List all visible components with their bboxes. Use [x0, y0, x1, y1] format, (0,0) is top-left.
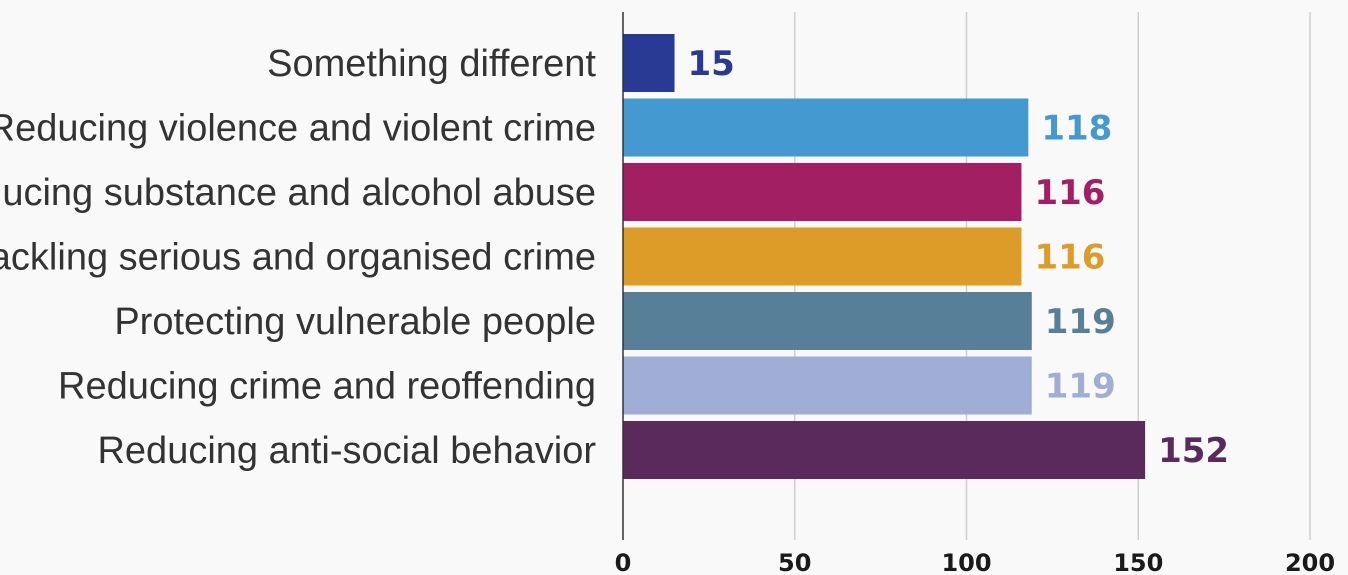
x-tick-label-50: 50	[778, 549, 811, 575]
category-label-4: Protecting vulnerable people	[114, 301, 596, 343]
category-labels: Something different Reducing violence and…	[0, 43, 596, 472]
value-label-0: 15	[688, 44, 735, 84]
bar-1	[623, 98, 1029, 157]
value-label-6: 152	[1158, 431, 1229, 471]
value-label-2: 116	[1034, 173, 1105, 213]
category-label-5: Reducing crime and reoffending	[58, 366, 596, 408]
value-label-4: 119	[1045, 302, 1116, 342]
bar-4	[623, 292, 1032, 350]
category-label-1: Reducing violence and violent crime	[0, 108, 596, 150]
x-tick-label-100: 100	[941, 549, 991, 575]
x-axis-tick-labels: 0 50 100 150 200	[615, 549, 1335, 575]
category-label-2: Reducing substance and alcohol abuse	[0, 172, 596, 214]
category-label-6: Reducing anti-social behavior	[97, 430, 596, 472]
bar-0	[623, 34, 675, 92]
category-label-3: Tackling serious and organised crime	[0, 237, 596, 279]
category-label-0: Something different	[267, 43, 596, 85]
bar-5	[623, 356, 1032, 415]
bar-6	[623, 421, 1146, 479]
value-label-3: 116	[1034, 238, 1105, 278]
value-label-5: 119	[1045, 367, 1116, 407]
x-tick-label-200: 200	[1285, 549, 1335, 575]
bar-2	[623, 163, 1022, 221]
bar-3	[623, 227, 1022, 286]
value-labels: 15 118 116 116 119 119 152	[688, 44, 1230, 471]
x-tick-label-0: 0	[615, 549, 632, 575]
value-label-1: 118	[1041, 109, 1112, 149]
x-tick-label-150: 150	[1113, 549, 1163, 575]
bars	[623, 34, 1146, 479]
